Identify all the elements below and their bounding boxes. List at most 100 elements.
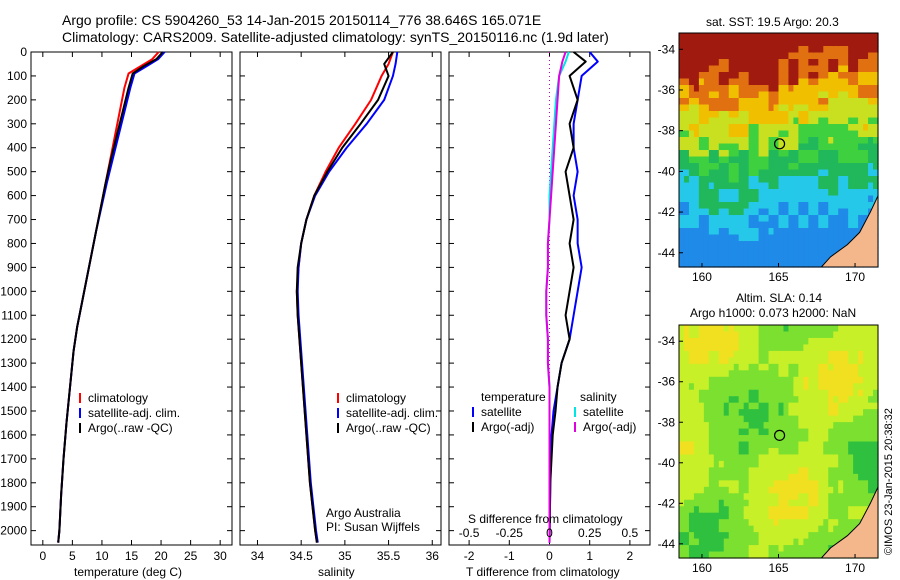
map-cell (838, 402, 844, 410)
map-cell (733, 46, 740, 54)
map-cell (763, 189, 770, 197)
map-cell (818, 150, 824, 158)
map-cell (833, 480, 839, 488)
map-cell (818, 130, 824, 138)
map-cell (848, 447, 854, 456)
map-cell (728, 59, 735, 67)
map-cell (818, 182, 824, 190)
map-cell (773, 59, 780, 67)
map-cell (833, 460, 839, 468)
map-cell (838, 357, 844, 365)
map-cell (808, 163, 814, 171)
map-cell (693, 532, 700, 540)
map-cell (818, 337, 824, 346)
map-cell (808, 65, 814, 73)
map-cell (679, 460, 685, 468)
map-cell (688, 169, 695, 177)
map-cell (763, 78, 770, 86)
map-cell (713, 39, 720, 47)
map-cell (833, 473, 839, 481)
map-cell (838, 519, 844, 527)
map-cell (853, 182, 859, 190)
map-cell (843, 52, 849, 60)
sst-map-title: sat. SST: 19.5 Argo: 20.3 (706, 15, 839, 29)
map-cell (873, 33, 879, 41)
map-cell (873, 428, 879, 436)
map-cell (773, 150, 780, 158)
map-cell (848, 389, 854, 397)
map-cell (778, 480, 785, 488)
map-cell (783, 538, 790, 546)
map-cell (703, 202, 710, 210)
map-cell (778, 176, 785, 184)
map-cell (753, 473, 760, 481)
map-cell (713, 241, 720, 249)
map-cell (718, 78, 725, 86)
map-cell (838, 409, 844, 417)
map-cell (683, 506, 690, 514)
map-cell (778, 117, 785, 125)
map-cell (793, 52, 799, 60)
map-cell (733, 241, 740, 249)
map-cell (753, 241, 760, 249)
map-cell (753, 512, 760, 520)
map-cell (823, 331, 829, 339)
map-cell (783, 396, 790, 404)
map-cell (679, 52, 685, 60)
map-cell (679, 441, 685, 449)
map-cell (828, 428, 834, 436)
map-cell (683, 104, 690, 112)
map-cell (858, 344, 864, 352)
map-cell (688, 156, 695, 164)
map-cell (778, 409, 785, 417)
map-cell (753, 65, 760, 73)
map-cell (828, 473, 834, 481)
map-cell (728, 376, 735, 384)
x-tick-label: 15 (125, 549, 139, 563)
map-cell (738, 215, 745, 223)
map-cell (808, 189, 814, 197)
map-cell (818, 344, 824, 352)
y-tick-label: 600 (7, 189, 27, 203)
map-cell (783, 409, 790, 417)
map-cell (698, 234, 705, 242)
map-cell (808, 85, 814, 93)
map-cell (818, 376, 824, 384)
map-cell (788, 363, 795, 371)
map-cell (783, 506, 790, 514)
map-cell (679, 506, 685, 514)
map-cell (793, 39, 799, 47)
map-cell (868, 163, 874, 171)
map-cell (713, 202, 720, 210)
map-cell (738, 78, 745, 86)
map-cell (683, 344, 690, 352)
map-cell (833, 441, 839, 449)
map-cell (798, 260, 804, 268)
map-cell (803, 189, 809, 197)
map-cell (858, 163, 864, 171)
map-cell (698, 117, 705, 125)
map-cell (773, 499, 780, 507)
map-cell (793, 228, 799, 236)
map-cell (708, 331, 715, 339)
map-cell (813, 480, 819, 488)
map-cell (828, 376, 834, 384)
map-cell (793, 182, 799, 190)
map-cell (708, 143, 715, 151)
map-cell (738, 441, 745, 449)
map-cell (768, 538, 775, 546)
map-cell (863, 85, 869, 93)
y-tick-label: 300 (7, 117, 27, 131)
map-cell (873, 169, 879, 177)
map-cell (723, 72, 730, 80)
map-cell (748, 538, 755, 546)
map-cell (748, 325, 755, 333)
map-cell (848, 422, 854, 430)
map-cell (708, 52, 715, 60)
map-cell (863, 78, 869, 86)
map-cell (773, 350, 780, 358)
map-cell (808, 415, 814, 423)
map-cell (823, 499, 829, 507)
map-cell (863, 189, 869, 197)
map-cell (723, 195, 730, 203)
